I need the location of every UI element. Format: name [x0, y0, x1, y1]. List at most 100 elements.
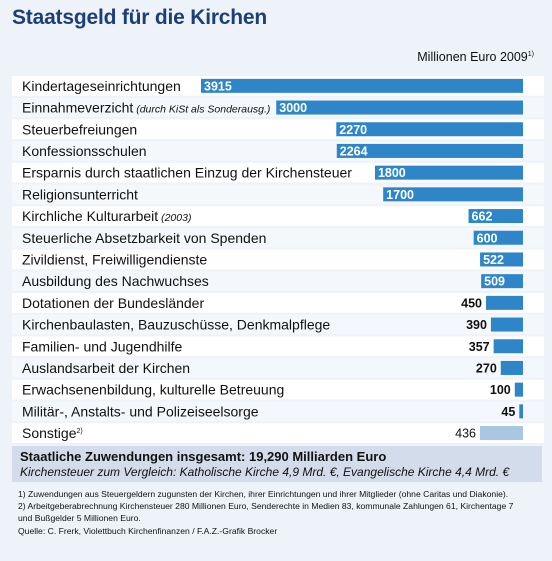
category-name: Religionsunterricht: [22, 186, 138, 202]
category-name: Ausbildung des Nachwuchses: [22, 273, 209, 289]
bar-row: Militär-, Anstalts- und Polizeiseelsorge…: [12, 401, 544, 422]
category-name: Auslandsarbeit der Kirchen: [22, 360, 190, 376]
category-label: Kirchenbaulasten, Bauzuschüsse, Denkmalp…: [22, 317, 330, 333]
value-label: 1700: [386, 188, 414, 202]
category-name: Zivildienst, Freiwilligendienste: [22, 251, 207, 267]
unit-label: Millionen Euro 20091): [417, 50, 534, 64]
value-label: 2264: [340, 144, 368, 158]
category-name: Sonstige: [22, 425, 77, 441]
bar-row: Einnahmeverzicht (durch KiSt als Sondera…: [12, 97, 544, 118]
bar-row: Kirchliche Kulturarbeit (2003) 662: [12, 206, 544, 226]
row-stripe: [12, 249, 544, 270]
category-name: Kirchliche Kulturarbeit: [22, 208, 158, 224]
value-label: 509: [484, 275, 505, 289]
bar: [276, 100, 523, 115]
source-line: Quelle: C. Frerk, Violettbuch Kirchenfin…: [18, 525, 278, 536]
value-label: 270: [476, 361, 497, 375]
row-stripe: [12, 401, 544, 422]
total-text: Staatliche Zuwendungen insgesamt: 19,290…: [20, 449, 387, 464]
row-stripe: [12, 336, 544, 357]
bar: [336, 143, 523, 158]
bar: [519, 404, 523, 419]
comparison-text: Kirchensteuer zum Vergleich: Katholische…: [20, 465, 510, 479]
bar: [490, 317, 523, 332]
bar-row: Familien- und Jugendhilfe 357: [12, 336, 544, 357]
bar: [383, 187, 523, 202]
value-label: 357: [469, 340, 490, 354]
category-name: Konfessionsschulen: [22, 143, 147, 159]
value-label: 45: [501, 405, 515, 419]
row-stripe: [12, 358, 544, 378]
value-label: 2270: [339, 123, 367, 137]
footnote-2-cont: und Bußgelder 5 Millionen Euro.: [18, 513, 141, 524]
value-label: 100: [490, 383, 511, 397]
category-name: Familien- und Jugendhilfe: [22, 338, 183, 354]
category-label: Religionsunterricht: [22, 186, 138, 202]
row-stripe: [12, 293, 544, 313]
bar-row: Kindertageseinrichtungen 3915: [12, 76, 544, 96]
bar-row: Religionsunterricht 1700: [12, 184, 544, 205]
bar: [485, 295, 523, 310]
bar: [493, 339, 523, 354]
unit-footnote-marker: 1): [527, 50, 534, 58]
category-label: Ausbildung des Nachwuchses: [22, 273, 209, 289]
bar-row: Ersparnis durch staatlichen Einzug der K…: [12, 162, 544, 183]
chart-title: Staatsgeld für die Kirchen: [12, 6, 268, 29]
row-stripe: [12, 314, 544, 335]
bar: [201, 78, 523, 93]
bar: [374, 165, 523, 180]
value-label: 662: [472, 210, 493, 224]
category-label: Sonstige2): [22, 425, 83, 441]
category-label: Kirchliche Kulturarbeit (2003): [22, 208, 191, 224]
bar-row: Steuerliche Absetzbarkeit von Spenden 600: [12, 227, 544, 248]
category-label: Familien- und Jugendhilfe: [22, 338, 183, 354]
bar: [468, 209, 523, 224]
summary-box: Staatliche Zuwendungen insgesamt: 19,290…: [12, 446, 542, 482]
row-stripe: [12, 206, 544, 226]
footnote-2: 2) Arbeitgeberabrechnung Kirchensteuer 2…: [18, 501, 514, 512]
bar: [514, 382, 523, 397]
category-name: Steuerbefreiungen: [22, 121, 137, 137]
bar: [481, 274, 523, 289]
category-name: Steuerliche Absetzbarkeit von Spenden: [22, 230, 266, 246]
category-label: Militär-, Anstalts- und Polizeiseelsorge: [22, 403, 259, 419]
bar-row: Steuerbefreiungen 2270: [12, 119, 544, 140]
bar-row: Sonstige2) 436: [12, 423, 544, 443]
category-label: Erwachsenenbildung, kulturelle Betreuung: [22, 382, 284, 398]
bar-row: Auslandsarbeit der Kirchen 270: [12, 358, 544, 378]
unit-text: Millionen Euro 2009: [417, 50, 528, 64]
bar: [336, 122, 523, 137]
bar-row: Dotationen der Bundesländer 450: [12, 293, 544, 313]
value-label: 600: [477, 231, 498, 245]
bar: [480, 252, 523, 267]
row-stripe: [12, 379, 544, 400]
category-label: Einnahmeverzicht (durch KiSt als Sondera…: [22, 100, 270, 116]
category-name: Erwachsenenbildung, kulturelle Betreuung: [22, 382, 284, 398]
value-label: 522: [483, 253, 504, 267]
category-label: Steuerliche Absetzbarkeit von Spenden: [22, 230, 266, 246]
category-label: Steuerbefreiungen: [22, 121, 137, 137]
category-label: Zivildienst, Freiwilligendienste: [22, 251, 207, 267]
value-label: 450: [461, 296, 482, 310]
category-note: (2003): [158, 212, 191, 224]
category-label: Auslandsarbeit der Kirchen: [22, 360, 190, 376]
value-label: 436: [455, 427, 476, 441]
category-note: (durch KiSt als Sonderausg.): [133, 104, 270, 116]
bar-row: Kirchenbaulasten, Bauzuschüsse, Denkmalp…: [12, 314, 544, 335]
bar-row: Konfessionsschulen 2264: [12, 141, 544, 161]
category-name: Dotationen der Bundesländer: [22, 295, 204, 311]
bar: [500, 360, 523, 375]
row-stripe: [12, 227, 544, 248]
category-name: Ersparnis durch staatlichen Einzug der K…: [22, 165, 352, 181]
value-label: 3000: [279, 101, 307, 115]
category-label: Dotationen der Bundesländer: [22, 295, 204, 311]
category-label: Kindertageseinrichtungen: [22, 78, 181, 94]
category-name: Kindertageseinrichtungen: [22, 78, 181, 94]
bar-row: Ausbildung des Nachwuchses 509: [12, 271, 544, 291]
footnotes: 1) Zuwendungen aus Steuergeldern zugunst…: [18, 488, 538, 537]
footnote-1: 1) Zuwendungen aus Steuergeldern zugunst…: [18, 489, 509, 499]
category-note: 2): [76, 428, 82, 435]
row-stripe: [12, 271, 544, 291]
category-name: Kirchenbaulasten, Bauzuschüsse, Denkmalp…: [22, 317, 330, 333]
bar-row: Zivildienst, Freiwilligendienste 522: [12, 249, 544, 270]
